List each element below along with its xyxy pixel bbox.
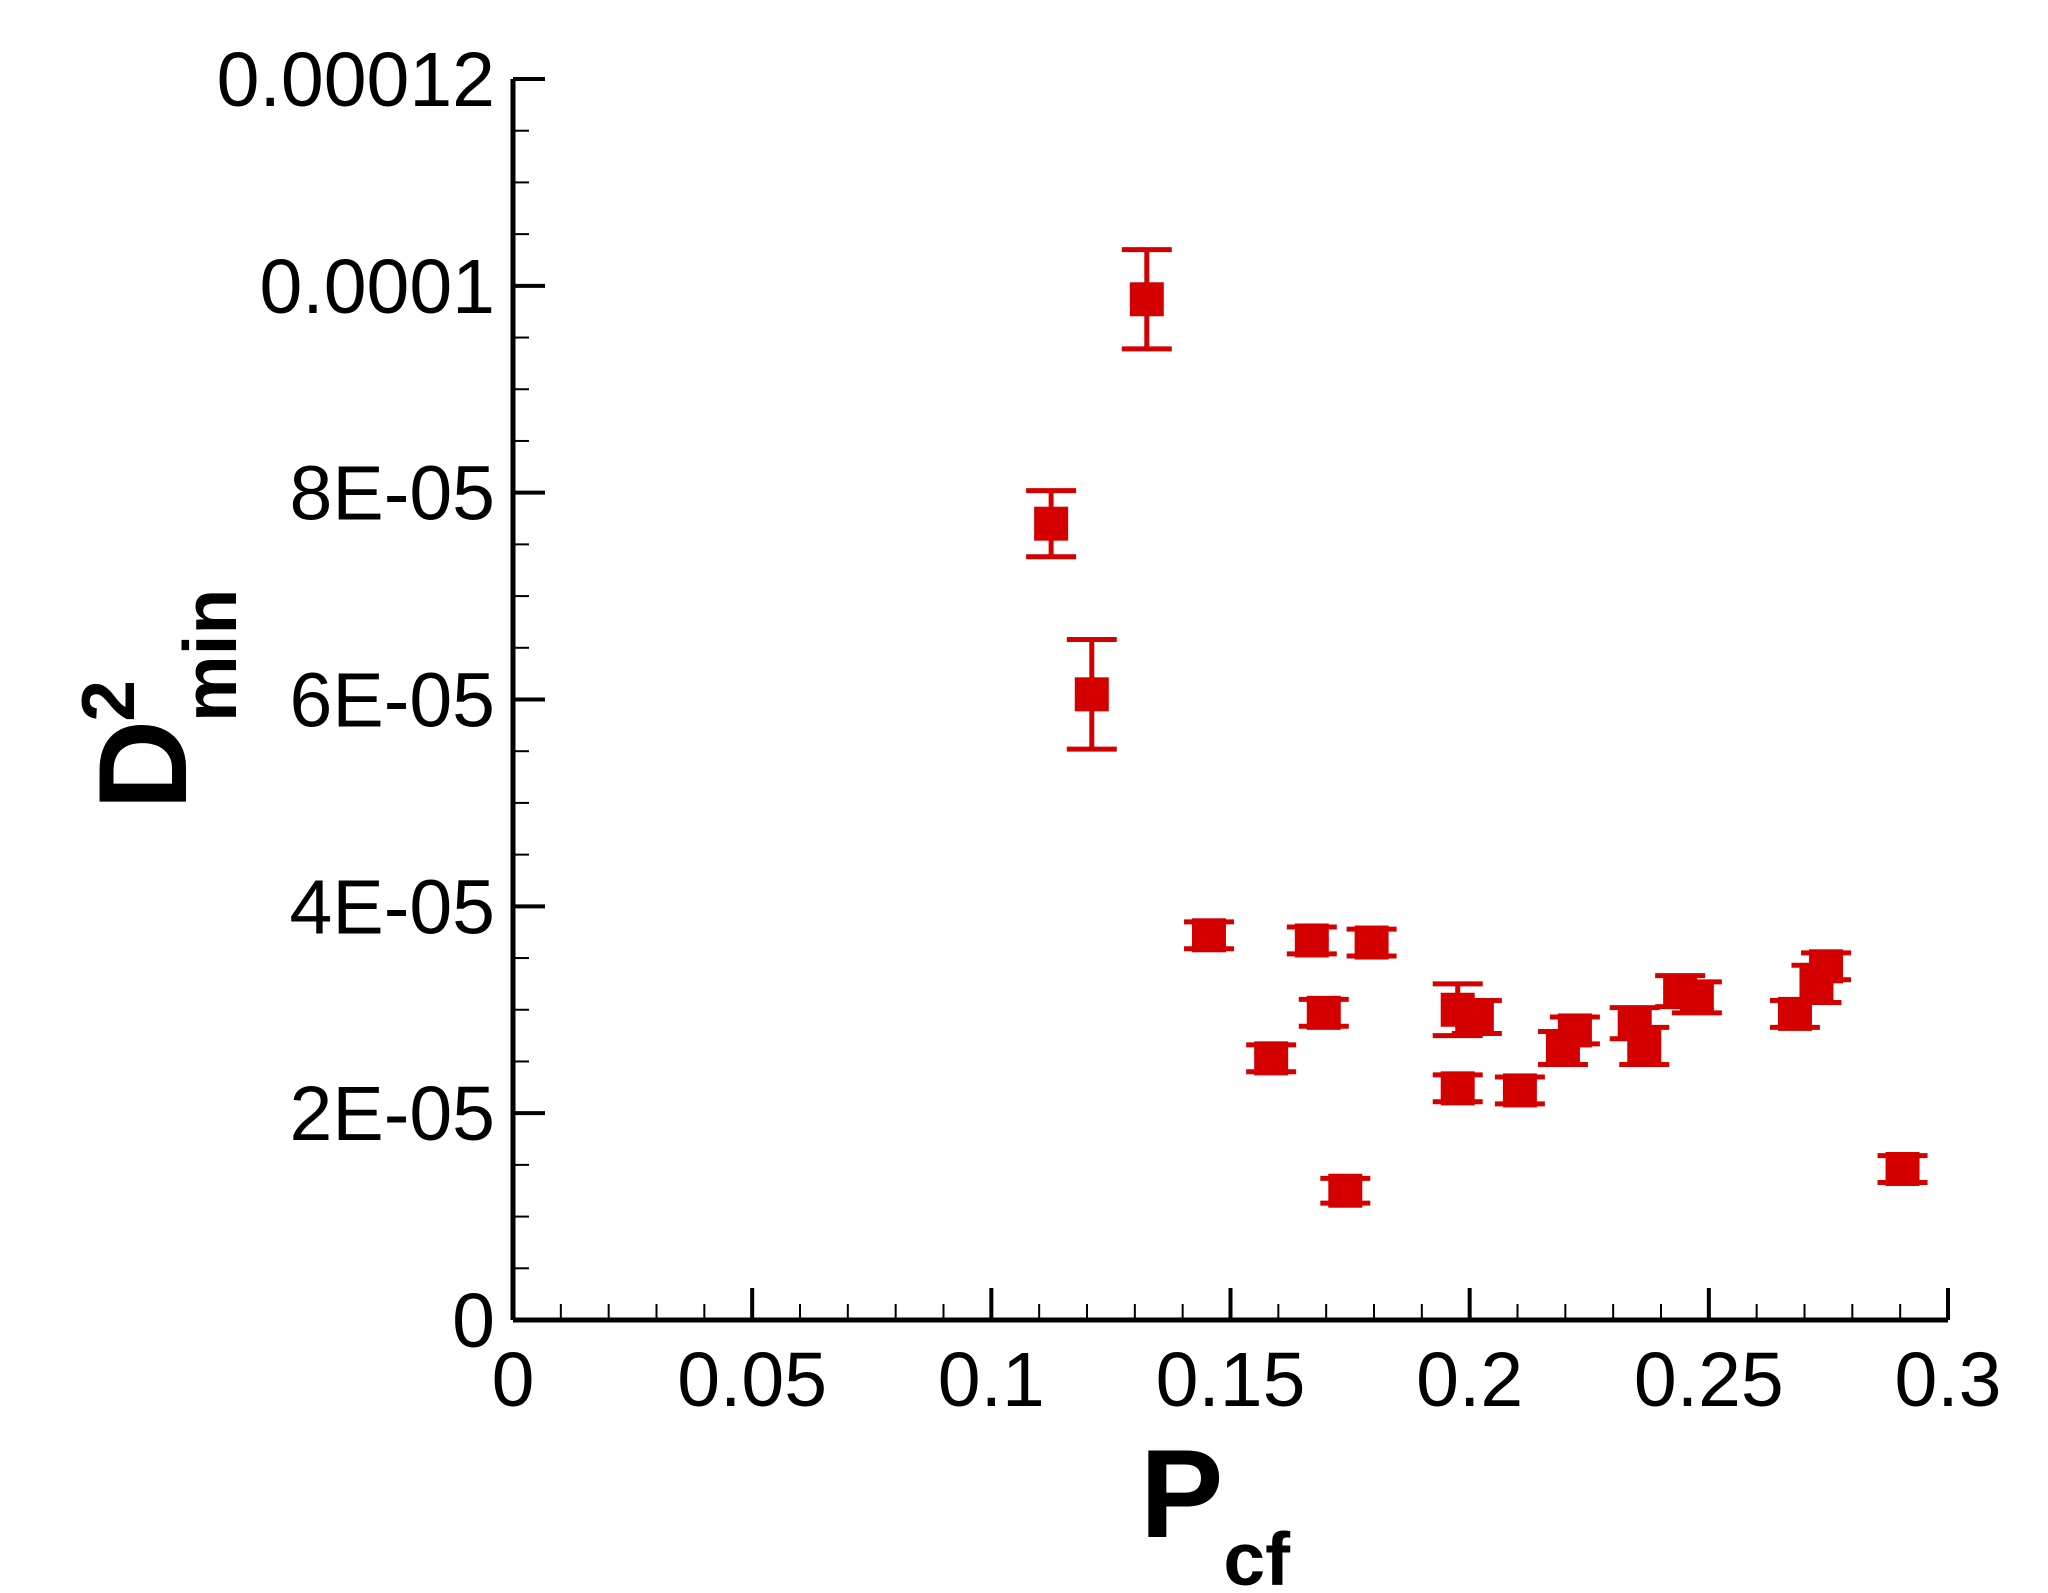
data-point-marker [1502, 1073, 1537, 1108]
x-tick-label: 0.15 [1156, 1337, 1306, 1423]
x-axis-title-sub: cf [1223, 1517, 1291, 1593]
data-point-marker [1191, 918, 1226, 953]
y-tick-label: 2E-05 [290, 1071, 495, 1157]
y-axis-title-sub: min [168, 589, 252, 722]
x-tick-label: 0.2 [1416, 1337, 1523, 1423]
y-axis-title-sup: 2 [66, 680, 150, 722]
y-tick-label: 6E-05 [290, 658, 495, 744]
x-tick-label: 0.3 [1894, 1337, 2001, 1423]
data-point-marker [1440, 1071, 1475, 1106]
data-point-marker [1294, 923, 1329, 958]
y-tick-label: 0 [452, 1278, 495, 1364]
x-tick-label: 0.05 [677, 1337, 827, 1423]
svg-text:Pcf: Pcf [1140, 1425, 1291, 1593]
data-point-marker [1074, 677, 1109, 712]
x-axis-title-main: P [1140, 1425, 1223, 1564]
data-point-marker [1306, 995, 1341, 1030]
tick-labels: 0 0.05 0.1 0.15 0.2 0.25 0.3 0 2E-05 4E-05 6E-05 8E… [217, 37, 2002, 1423]
data-point-marker [1777, 996, 1812, 1031]
y-tick-label: 8E-05 [290, 451, 495, 537]
x-tick-label: 0 [492, 1337, 535, 1423]
data-point-marker [1627, 1028, 1662, 1063]
data-point-marker [1354, 925, 1389, 960]
y-tick-label: 4E-05 [290, 864, 495, 950]
y-axis-title: D2 min [66, 589, 252, 810]
data-point-marker [1459, 999, 1494, 1034]
data-point-marker [1679, 980, 1714, 1015]
data-point-marker [1809, 949, 1844, 984]
data-markers [1034, 282, 1920, 1208]
y-axis-title-main: D [74, 720, 213, 810]
x-tick-label: 0.25 [1634, 1337, 1784, 1423]
data-point-marker [1254, 1041, 1289, 1076]
data-point-marker [1129, 282, 1164, 317]
data-point-marker [1034, 506, 1069, 541]
data-point-marker [1328, 1173, 1363, 1208]
x-tick-label: 0.1 [938, 1337, 1045, 1423]
y-tick-label: 0.00012 [217, 37, 495, 123]
data-point-marker [1885, 1152, 1920, 1187]
axis-ticks [511, 77, 1950, 1322]
data-point-marker [1557, 1013, 1592, 1048]
x-axis-title: Pcf [1140, 1425, 1291, 1593]
y-tick-label: 0.0001 [259, 244, 495, 330]
